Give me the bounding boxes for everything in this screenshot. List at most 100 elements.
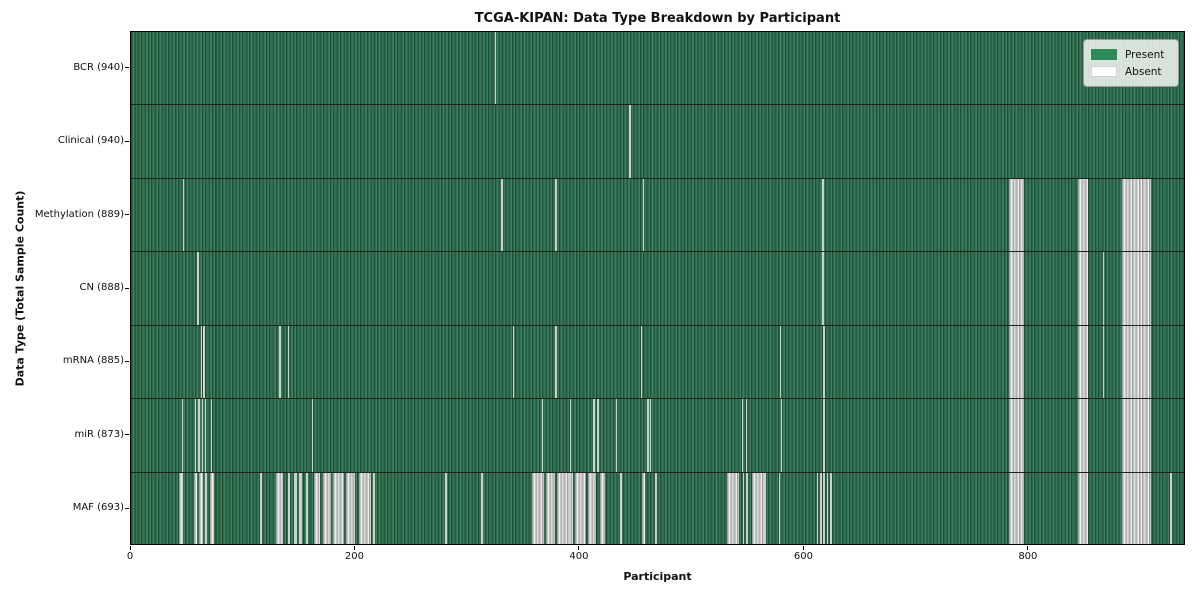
absent-stripe (512, 325, 515, 399)
absent-stripe (358, 472, 372, 544)
heatmap-row-maf (131, 472, 1184, 544)
y-tick-mark (125, 360, 129, 362)
legend-label: Present (1125, 48, 1165, 61)
absent-stripe (333, 472, 345, 544)
heatmap-row-bcr (131, 32, 1184, 106)
y-tick-label: miR (873) (74, 428, 124, 440)
absent-stripe (726, 472, 740, 544)
legend-entry: Present (1091, 46, 1170, 63)
y-tick-label: CN (888) (79, 282, 124, 293)
absent-stripe (629, 105, 631, 178)
absent-stripe (1078, 325, 1089, 399)
absent-stripe (615, 399, 618, 472)
absent-stripe (816, 472, 819, 544)
heatmap-row-methylation (131, 178, 1184, 253)
absent-stripe (746, 472, 748, 544)
y-tick-label: Clinical (940) (57, 135, 124, 147)
absent-stripe (260, 472, 262, 544)
x-tick-label: 200 (344, 551, 364, 562)
absent-stripe (197, 252, 199, 325)
absent-stripe (322, 472, 331, 544)
absent-stripe (1008, 472, 1025, 544)
absent-stripe (194, 399, 197, 472)
legend-swatch-present-icon (1091, 49, 1117, 60)
y-tick-label: BCR (940) (73, 61, 124, 73)
absent-stripe (647, 399, 649, 472)
y-tick-mark (125, 67, 129, 69)
absent-stripe (600, 472, 605, 544)
absent-stripe (205, 399, 207, 472)
absent-stripe (546, 472, 556, 544)
x-tick-mark (353, 546, 355, 550)
absent-stripe (1078, 399, 1089, 472)
absent-stripe (640, 325, 642, 399)
absent-stripe (1102, 252, 1105, 325)
y-tick-label: mRNA (885) (62, 355, 124, 367)
x-tick-mark (1027, 546, 1029, 550)
absent-stripe (575, 472, 586, 544)
absent-stripe (826, 472, 829, 544)
absent-stripe (620, 472, 622, 544)
y-axis-labels: BCR (940) Clinical (940) Methylation (889)… (0, 0, 129, 600)
absent-stripe (741, 399, 743, 472)
absent-stripe (1078, 178, 1089, 252)
absent-stripe (555, 325, 557, 399)
absent-stripe (1078, 252, 1089, 325)
absent-stripe (179, 472, 183, 544)
heatmap-row-mir (131, 399, 1184, 473)
absent-stripe (193, 472, 198, 544)
absent-stripe (293, 472, 297, 544)
absent-stripe (541, 399, 544, 472)
absent-stripe (597, 399, 599, 472)
absent-stripe (830, 472, 832, 544)
absent-stripe (373, 472, 376, 544)
absent-stripe (1078, 472, 1089, 544)
absent-stripe (823, 472, 825, 544)
legend-entry: Absent (1091, 63, 1170, 80)
absent-stripe (641, 472, 646, 544)
absent-stripe (779, 325, 782, 399)
absent-stripe (275, 472, 283, 544)
x-tick-label: 0 (126, 551, 134, 562)
absent-stripe (778, 472, 781, 544)
absent-stripe (1008, 178, 1025, 252)
absent-stripe (823, 325, 825, 399)
heatmap-row-mrna (131, 325, 1184, 400)
legend: Present Absent (1083, 39, 1179, 87)
x-tick-mark (129, 546, 131, 550)
absent-stripe (203, 325, 205, 399)
absent-stripe (780, 399, 783, 472)
absent-stripe (751, 472, 767, 544)
absent-stripe (650, 399, 652, 472)
absent-stripe (642, 178, 645, 252)
x-tick-label: 400 (569, 551, 589, 562)
absent-stripe (1008, 325, 1025, 399)
absent-stripe (346, 472, 356, 544)
absent-stripe (313, 472, 320, 544)
heatmap-row-clinical (131, 105, 1184, 179)
absent-stripe (445, 472, 448, 544)
absent-stripe (306, 472, 309, 544)
absent-stripe (569, 399, 572, 472)
x-tick-mark (578, 546, 580, 550)
y-tick-mark (125, 434, 129, 436)
absent-stripe (1170, 472, 1172, 544)
absent-stripe (494, 32, 497, 105)
absent-stripe (746, 399, 748, 472)
absent-stripe (822, 178, 824, 252)
absent-stripe (1102, 325, 1105, 399)
y-tick-label: Methylation (889) (34, 208, 124, 220)
y-tick-label: MAF (693) (72, 502, 124, 514)
x-tick-mark (802, 546, 804, 550)
absent-stripe (209, 472, 215, 544)
absent-stripe (1008, 399, 1025, 472)
absent-stripe (279, 325, 281, 399)
absent-stripe (200, 325, 202, 399)
absent-stripe (1008, 252, 1025, 325)
absent-stripe (531, 472, 545, 544)
y-tick-mark (125, 140, 129, 142)
absent-stripe (1122, 399, 1152, 472)
absent-stripe (299, 472, 302, 544)
absent-stripe (481, 472, 484, 544)
